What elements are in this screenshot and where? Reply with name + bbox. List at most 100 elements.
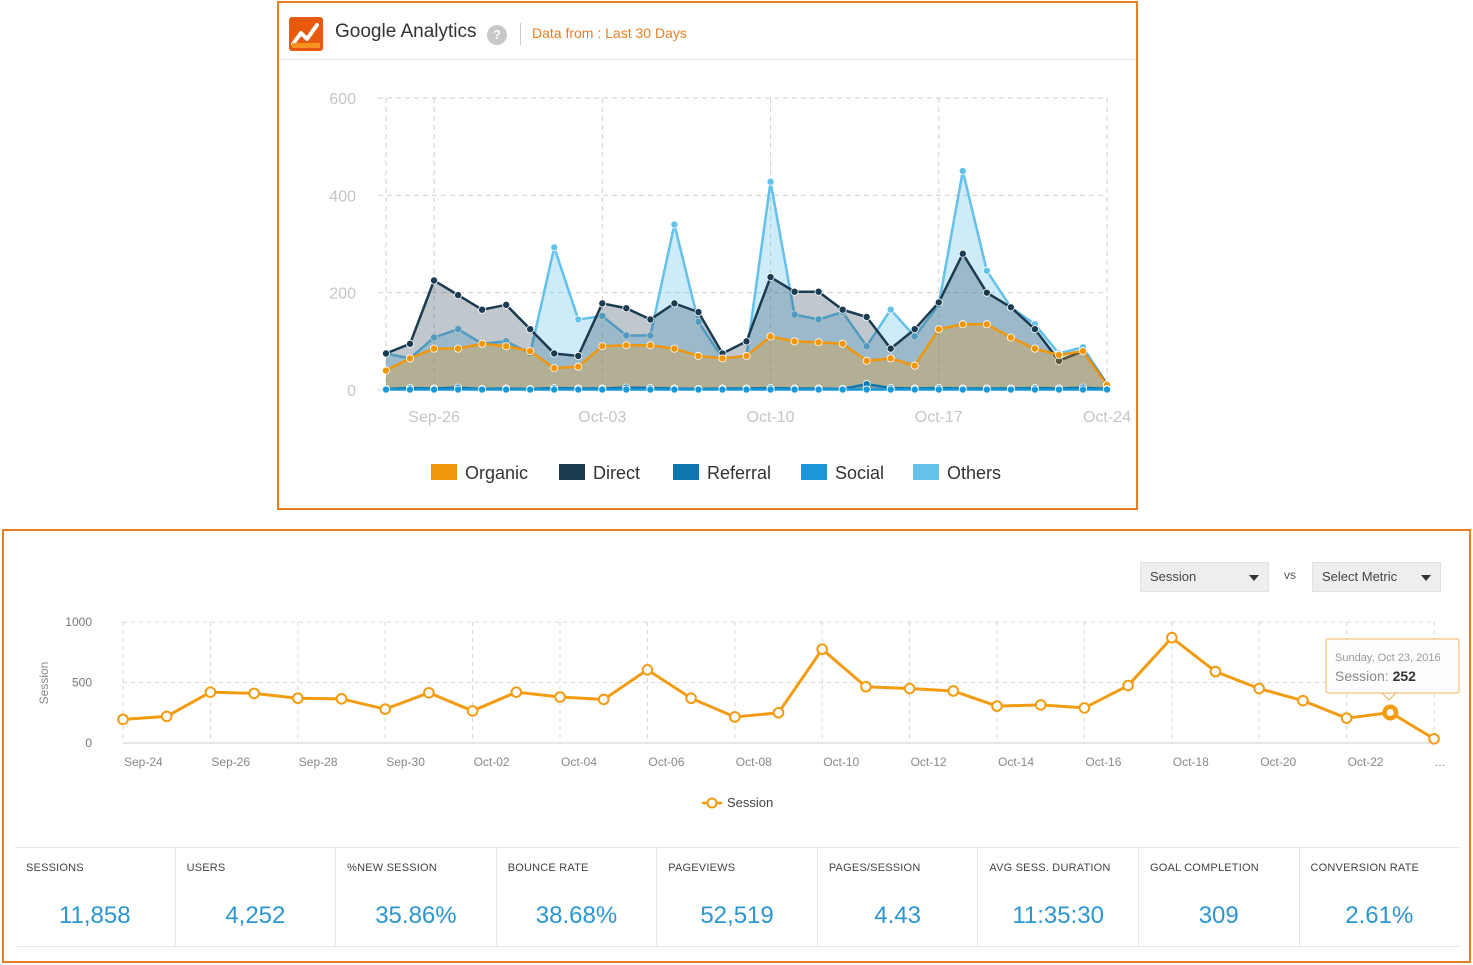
data-point-social <box>982 385 991 394</box>
data-point-others <box>454 325 463 334</box>
stat-avg-sess-duration: AVG SESS. DURATION 11:35:30 <box>978 848 1139 946</box>
session-line-chart: 0 500 1000 Sep-24 Sep-26 Sep-28 Sep-30 Oct-02 Oc… <box>37 615 1460 810</box>
data-point-direct <box>430 276 439 285</box>
x-tick-label: Oct-18 <box>1173 755 1209 769</box>
data-point-direct <box>742 337 751 346</box>
stat-users: USERS 4,252 <box>176 848 337 946</box>
tooltip-value-number: 252 <box>1393 668 1417 684</box>
x-tick-label: Oct-14 <box>998 755 1034 769</box>
data-point <box>597 693 610 706</box>
y-axis-label: Session <box>37 662 51 705</box>
x-tick-label: Oct-24 <box>1083 409 1131 426</box>
header-divider <box>520 23 521 45</box>
stat-label: PAGES/SESSION <box>828 862 921 874</box>
stat-label: SESSIONS <box>26 862 84 874</box>
metric-select[interactable]: Session <box>1140 562 1269 592</box>
data-point-organic <box>982 320 991 329</box>
data-point-direct <box>622 304 631 313</box>
legend-item-organic: Organic <box>431 463 528 483</box>
data-point-organic <box>1006 333 1015 342</box>
y-tick-label: 0 <box>85 736 92 750</box>
legend-label: Session <box>727 795 773 810</box>
data-point-social <box>742 385 751 394</box>
data-point-organic <box>526 347 535 356</box>
traffic-sources-area-chart: 0 200 400 600 Sep-26 Oct-03 Oct-10 Oct-17 Oct-24… <box>329 91 1131 483</box>
data-point-direct <box>526 325 535 334</box>
chart-grid <box>122 621 1435 744</box>
data-point-social <box>694 385 703 394</box>
x-tick-label: Oct-04 <box>561 755 597 769</box>
data-point-organic <box>622 341 631 350</box>
google-analytics-panel: Google Analytics ? Data from : Last 30 D… <box>277 1 1138 510</box>
data-point-direct <box>694 308 703 317</box>
data-point-social <box>430 385 439 394</box>
data-point-social <box>670 385 679 394</box>
data-point-others <box>430 333 439 342</box>
data-point-social <box>550 385 559 394</box>
data-point-social <box>406 385 415 394</box>
data-point-direct <box>886 344 895 353</box>
ga-header: Google Analytics ? Data from : Last 30 D… <box>279 3 1136 60</box>
data-point-others <box>670 220 679 229</box>
data-point-social <box>598 385 607 394</box>
legend-item-others: Others <box>913 463 1001 483</box>
data-point <box>1078 702 1091 714</box>
data-point <box>772 706 785 719</box>
data-point <box>1122 679 1134 692</box>
data-point <box>248 687 260 700</box>
stat-sessions: SESSIONS 11,858 <box>15 848 176 946</box>
compare-select-value: Select Metric <box>1322 569 1398 584</box>
tooltip-value: Session: 252 <box>1335 668 1416 684</box>
data-point-direct <box>670 299 679 308</box>
stat-value: 35.86% <box>375 902 457 929</box>
data-point-social <box>886 385 895 394</box>
legend-swatch <box>913 464 939 480</box>
data-point-direct <box>958 249 967 258</box>
legend-swatch <box>431 464 457 480</box>
session-panel: Session vs Select Metric 0 500 1000 Sep-24 S… <box>2 529 1471 963</box>
data-point <box>160 710 173 723</box>
data-point-organic <box>790 337 799 346</box>
x-tick-label: Oct-10 <box>747 409 795 426</box>
session-line <box>122 635 1435 741</box>
x-tick-label: Sep-24 <box>124 755 163 769</box>
metric-select-value: Session <box>1150 569 1197 584</box>
legend-item-referral: Referral <box>673 463 771 483</box>
data-point-others <box>598 312 607 321</box>
stat-value: 2.61% <box>1345 902 1414 929</box>
legend-item-social: Social <box>801 463 884 483</box>
x-tick-label: Oct-08 <box>736 755 772 769</box>
data-point-social <box>718 385 727 394</box>
data-point-direct <box>454 291 463 300</box>
x-tick-label: Oct-10 <box>823 755 859 769</box>
legend-label: Others <box>947 463 1001 483</box>
data-point-organic <box>934 325 943 334</box>
data-point-others <box>958 167 967 176</box>
data-point-direct <box>406 339 415 348</box>
data-point <box>903 682 916 695</box>
data-point-direct <box>982 288 991 297</box>
legend-swatch <box>559 464 585 480</box>
stat-value: 4.43 <box>874 902 921 929</box>
y-tick-label: 600 <box>329 91 356 108</box>
x-tick-label: Oct-12 <box>911 755 947 769</box>
data-point-organic <box>574 362 583 371</box>
legend-item-session: Session <box>702 795 773 810</box>
data-point-social <box>766 385 775 394</box>
data-point <box>1209 665 1222 678</box>
data-point-direct <box>790 287 799 296</box>
chart-tooltip: Sunday, Oct 23, 2016 Session: 252 <box>1325 638 1460 701</box>
data-point <box>1034 699 1047 711</box>
data-point-organic <box>958 320 967 329</box>
google-analytics-logo-icon <box>289 17 323 51</box>
stat-value: 4,252 <box>225 902 286 929</box>
data-point-organic <box>910 361 919 370</box>
stat-value: 52,519 <box>700 902 774 929</box>
compare-metric-select[interactable]: Select Metric <box>1312 562 1441 592</box>
help-icon[interactable]: ? <box>487 25 507 45</box>
stat-label: USERS <box>186 862 226 874</box>
x-tick-label: Sep-26 <box>211 755 250 769</box>
data-point-social <box>382 385 391 394</box>
data-point-direct <box>598 299 607 308</box>
data-point-direct <box>1006 303 1015 312</box>
